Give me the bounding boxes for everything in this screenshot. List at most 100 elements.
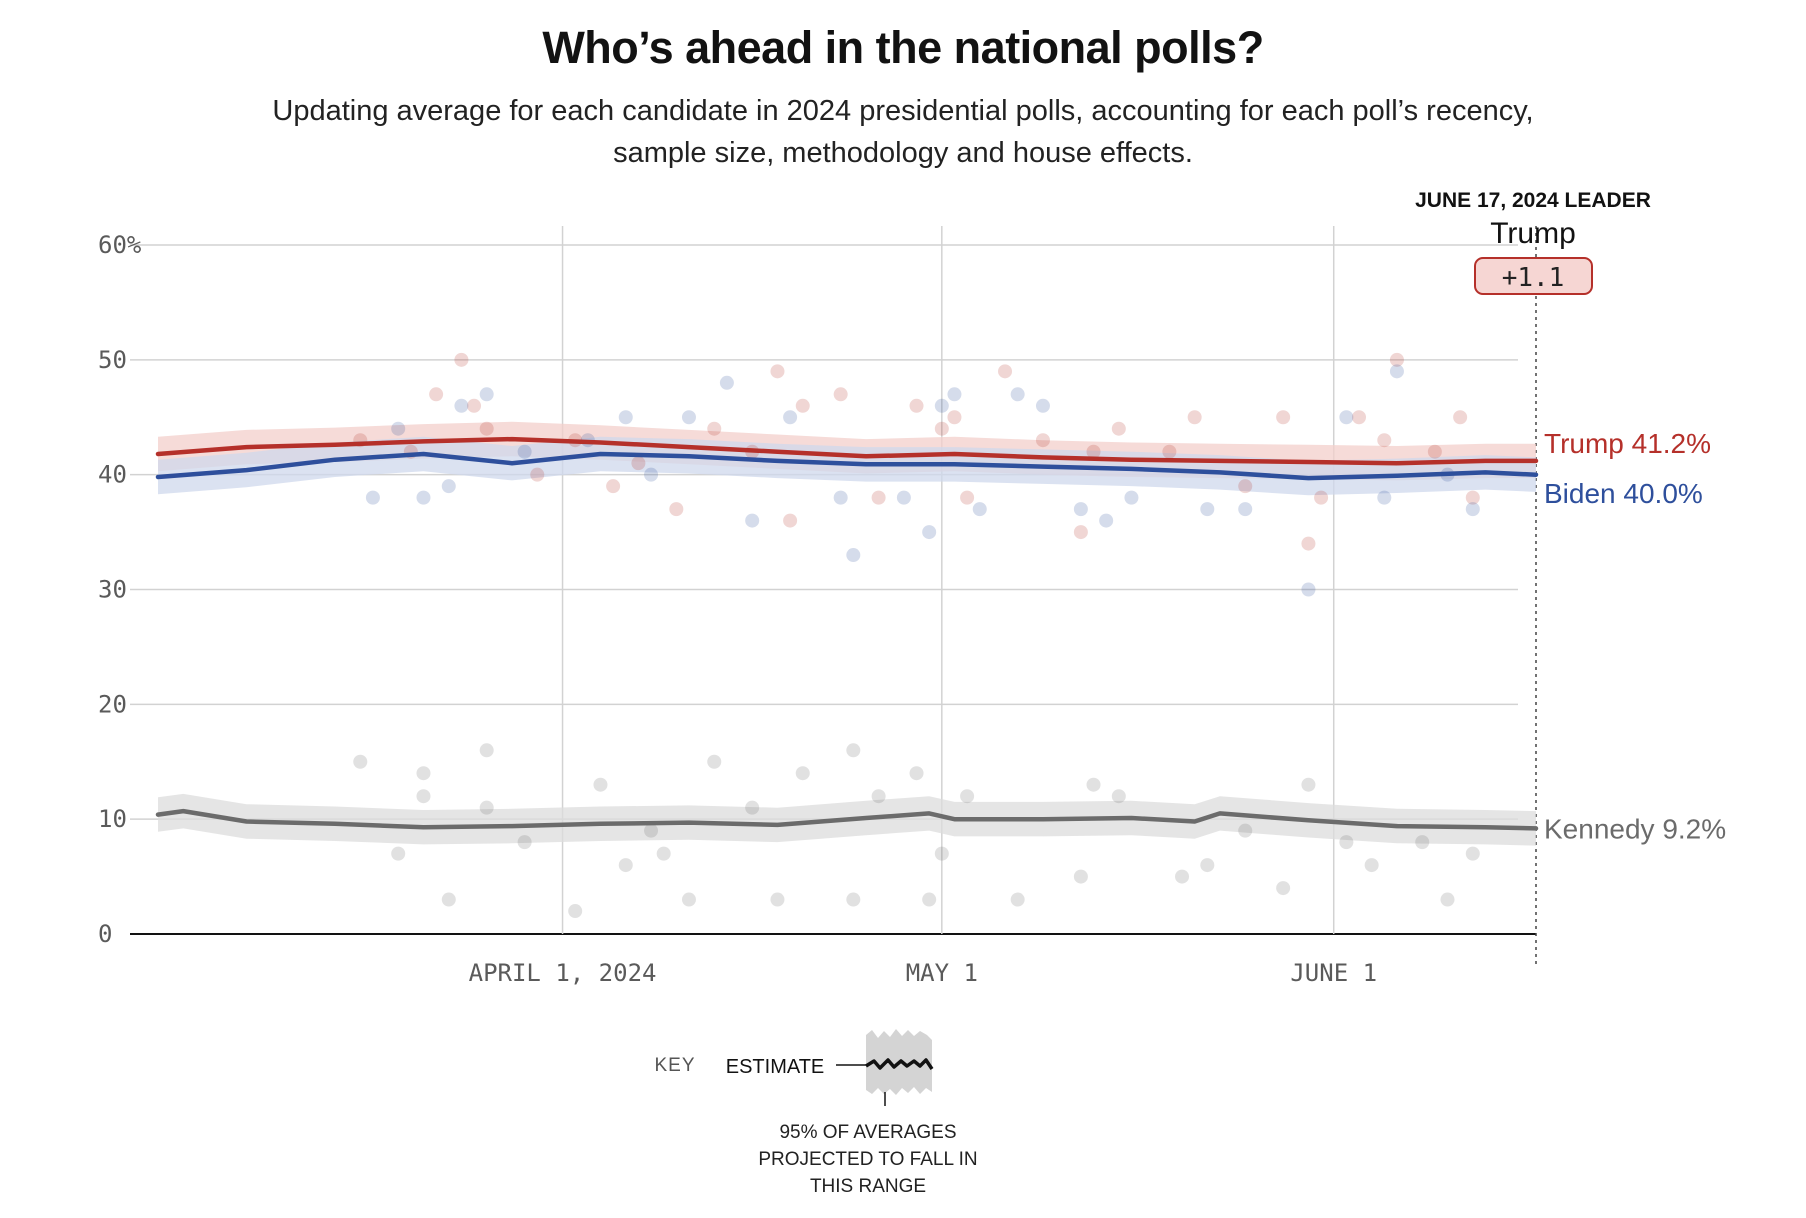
biden-poll-dot [644, 467, 659, 482]
kennedy-poll-dot [846, 743, 861, 758]
chart-title: Who’s ahead in the national polls? [542, 22, 1264, 73]
trump-poll-dot [1086, 444, 1101, 459]
biden-poll-dot [391, 421, 406, 436]
biden-poll-dot [1035, 398, 1050, 413]
trump-poll-dot [1314, 490, 1329, 505]
poll-dots [353, 352, 1480, 919]
kennedy-poll-dot [1010, 892, 1025, 907]
chart-grid: 0 10 20 30 40 50 60% APRIL 1, 2024 MAY 1 JUNE 1 [98, 226, 1537, 987]
key-note-line-1: 95% OF AVERAGES [779, 1122, 956, 1143]
trump-poll-dot [1352, 410, 1367, 425]
kennedy-poll-dot [568, 904, 583, 919]
trump-poll-dot [795, 398, 810, 413]
biden-poll-dot [1073, 502, 1088, 517]
kennedy-poll-dot [707, 754, 722, 769]
kennedy-poll-dot [593, 777, 608, 792]
trump-poll-dot [947, 410, 962, 425]
kennedy-poll-dot [353, 754, 368, 769]
y-tick-label: 10 [98, 805, 127, 833]
biden-poll-dot [1124, 490, 1139, 505]
key-note-line-3: THIS RANGE [810, 1176, 926, 1197]
biden-poll-dot [365, 490, 380, 505]
key-estimate-label: ESTIMATE [726, 1056, 825, 1078]
biden-poll-dot [517, 444, 532, 459]
biden-poll-dot [896, 490, 911, 505]
y-tick-label: 50 [98, 346, 127, 374]
kennedy-average-line [155, 808, 1539, 831]
biden-poll-dot [1377, 490, 1392, 505]
kennedy-poll-dot [745, 800, 760, 815]
trump-poll-dot [669, 502, 684, 517]
biden-poll-dot [934, 398, 949, 413]
trump-poll-dot [479, 421, 494, 436]
uncertainty-bands [158, 421, 1536, 846]
biden-poll-dot [1389, 364, 1404, 379]
biden-poll-dot [947, 387, 962, 402]
trump-poll-dot [454, 352, 469, 367]
kennedy-poll-dot [517, 835, 532, 850]
kennedy-poll-dot [1238, 823, 1253, 838]
kennedy-poll-dot [922, 892, 937, 907]
chart-key: KEY ESTIMATE 95% OF AVERAGES PROJECTED T… [654, 1029, 978, 1197]
kennedy-poll-dot [681, 892, 696, 907]
biden-average-line [155, 451, 1539, 481]
biden-poll-dot [1465, 502, 1480, 517]
kennedy-poll-dot [479, 743, 494, 758]
trump-poll-dot [1276, 410, 1291, 425]
biden-poll-dot [1200, 502, 1215, 517]
leader-annotation: JUNE 17, 2024 LEADER Trump +1.1 [1415, 189, 1651, 295]
trump-poll-dot [1187, 410, 1202, 425]
kennedy-poll-dot [1086, 777, 1101, 792]
biden-poll-dot [416, 490, 431, 505]
kennedy-poll-dot [656, 846, 671, 861]
trump-poll-dot [909, 398, 924, 413]
y-tick-label: 60% [98, 231, 142, 259]
biden-poll-dot [1301, 582, 1316, 597]
leader-margin: +1.1 [1502, 263, 1565, 293]
kennedy-poll-dot [479, 800, 494, 815]
trump-poll-dot [1389, 352, 1404, 367]
biden-poll-dot [454, 398, 469, 413]
biden-poll-dot [441, 479, 456, 494]
key-estimate-line-icon [865, 1058, 934, 1070]
chart-subtitle: Updating average for each candidate in 2… [272, 95, 1534, 169]
key-label: KEY [654, 1055, 695, 1076]
x-tick-label: JUNE 1 [1290, 959, 1377, 987]
leader-name: Trump [1490, 217, 1576, 250]
kennedy-poll-dot [909, 766, 924, 781]
kennedy-poll-dot [1073, 869, 1088, 884]
kennedy-poll-dot [416, 789, 431, 804]
end-labels: Trump 41.2% Biden 40.0% Kennedy 9.2% [1544, 428, 1726, 845]
trump-poll-dot [783, 513, 798, 528]
kennedy-poll-dot [441, 892, 456, 907]
y-tick-label: 40 [98, 461, 127, 489]
trump-poll-dot [1162, 444, 1177, 459]
key-note-line-2: PROJECTED TO FALL IN [758, 1149, 977, 1170]
trump-poll-dot [1035, 433, 1050, 448]
biden-poll-dot [1010, 387, 1025, 402]
trump-poll-dot [960, 490, 975, 505]
kennedy-poll-dot [416, 766, 431, 781]
kennedy-poll-dot [1276, 881, 1291, 896]
trump-poll-dot [606, 479, 621, 494]
biden-poll-dot [1238, 502, 1253, 517]
kennedy-poll-dot [618, 858, 633, 873]
y-tick-label: 0 [98, 920, 112, 948]
biden-uncertainty-band [158, 436, 1536, 496]
trump-poll-dot [429, 387, 444, 402]
trump-poll-dot [934, 421, 949, 436]
kennedy-poll-dot [1415, 835, 1430, 850]
trump-poll-dot [1427, 444, 1442, 459]
kennedy-poll-dot [1364, 858, 1379, 873]
kennedy-poll-dot [871, 789, 886, 804]
biden-poll-dot [719, 375, 734, 390]
biden-poll-dot [1339, 410, 1354, 425]
x-tick-label: MAY 1 [906, 959, 978, 987]
trump-poll-dot [1073, 525, 1088, 540]
leader-heading: JUNE 17, 2024 LEADER [1415, 189, 1651, 212]
kennedy-poll-dot [1175, 869, 1190, 884]
biden-poll-dot [833, 490, 848, 505]
kennedy-poll-dot [960, 789, 975, 804]
trump-poll-dot [1111, 421, 1126, 436]
